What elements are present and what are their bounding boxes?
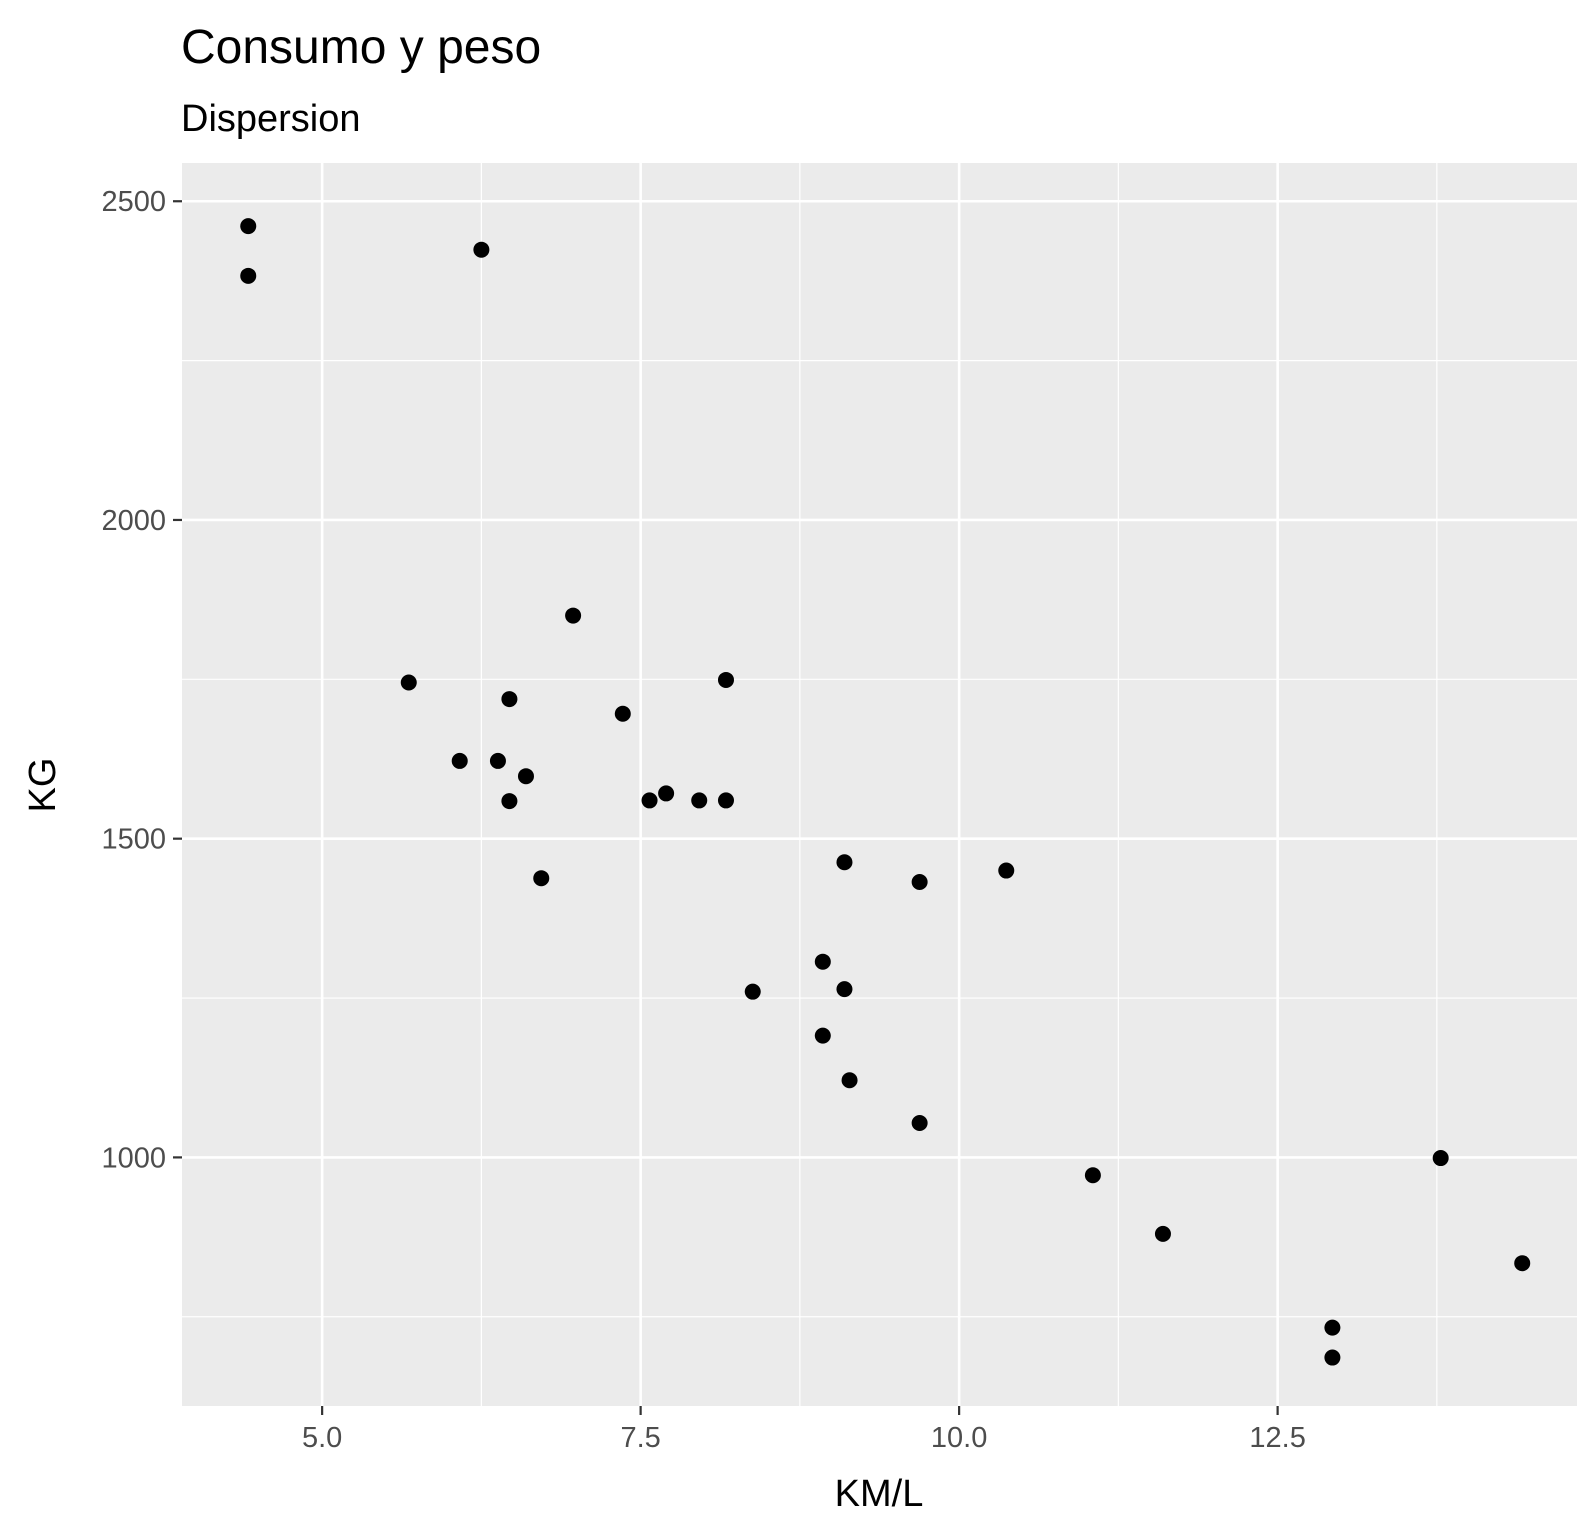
- data-point: [473, 241, 490, 258]
- x-axis: 5.0 7.5 10.0 12.5: [302, 1406, 1306, 1454]
- data-point: [658, 785, 675, 802]
- y-tick-label: 2000: [101, 505, 166, 537]
- data-point: [911, 1114, 928, 1131]
- data-point: [911, 874, 928, 891]
- data-point: [489, 752, 506, 769]
- x-tick-label: 7.5: [620, 1422, 660, 1454]
- data-point: [1154, 1225, 1171, 1242]
- data-point: [1514, 1255, 1531, 1272]
- chart-subtitle: Dispersion: [181, 98, 361, 140]
- data-point: [240, 218, 257, 235]
- major-gridlines: [182, 163, 1577, 1406]
- data-point: [998, 862, 1015, 879]
- plot-panel: [182, 163, 1577, 1406]
- data-point: [836, 981, 853, 998]
- data-point: [691, 792, 708, 809]
- data-point: [1432, 1150, 1449, 1167]
- data-point: [1084, 1167, 1101, 1184]
- data-point: [1324, 1349, 1341, 1366]
- y-tick-label: 2500: [101, 186, 166, 218]
- data-point: [814, 953, 831, 970]
- data-point: [501, 691, 518, 708]
- data-point: [744, 983, 761, 1000]
- data-point: [717, 792, 734, 809]
- data-point: [451, 752, 468, 769]
- y-axis: 1000 1500 2000 2500: [101, 186, 182, 1174]
- data-point: [565, 607, 582, 624]
- y-tick-label: 1500: [101, 824, 166, 856]
- y-tick-label: 1000: [101, 1142, 166, 1174]
- data-point: [841, 1072, 858, 1089]
- data-point: [836, 854, 853, 871]
- chart-title: Consumo y peso: [181, 21, 541, 74]
- y-axis-title: KG: [22, 758, 64, 813]
- data-point: [533, 870, 550, 887]
- data-point: [1324, 1319, 1341, 1336]
- data-point: [400, 674, 417, 691]
- data-point: [814, 1027, 831, 1044]
- data-point: [501, 793, 518, 810]
- data-point: [517, 768, 534, 785]
- data-point: [717, 671, 734, 688]
- x-tick-label: 5.0: [302, 1422, 342, 1454]
- x-tick-label: 10.0: [931, 1422, 987, 1454]
- x-tick-label: 12.5: [1249, 1422, 1305, 1454]
- x-axis-title: KM/L: [835, 1473, 924, 1515]
- data-point: [240, 267, 257, 284]
- data-points: [240, 218, 1531, 1366]
- data-point: [641, 792, 658, 809]
- data-point: [614, 705, 631, 722]
